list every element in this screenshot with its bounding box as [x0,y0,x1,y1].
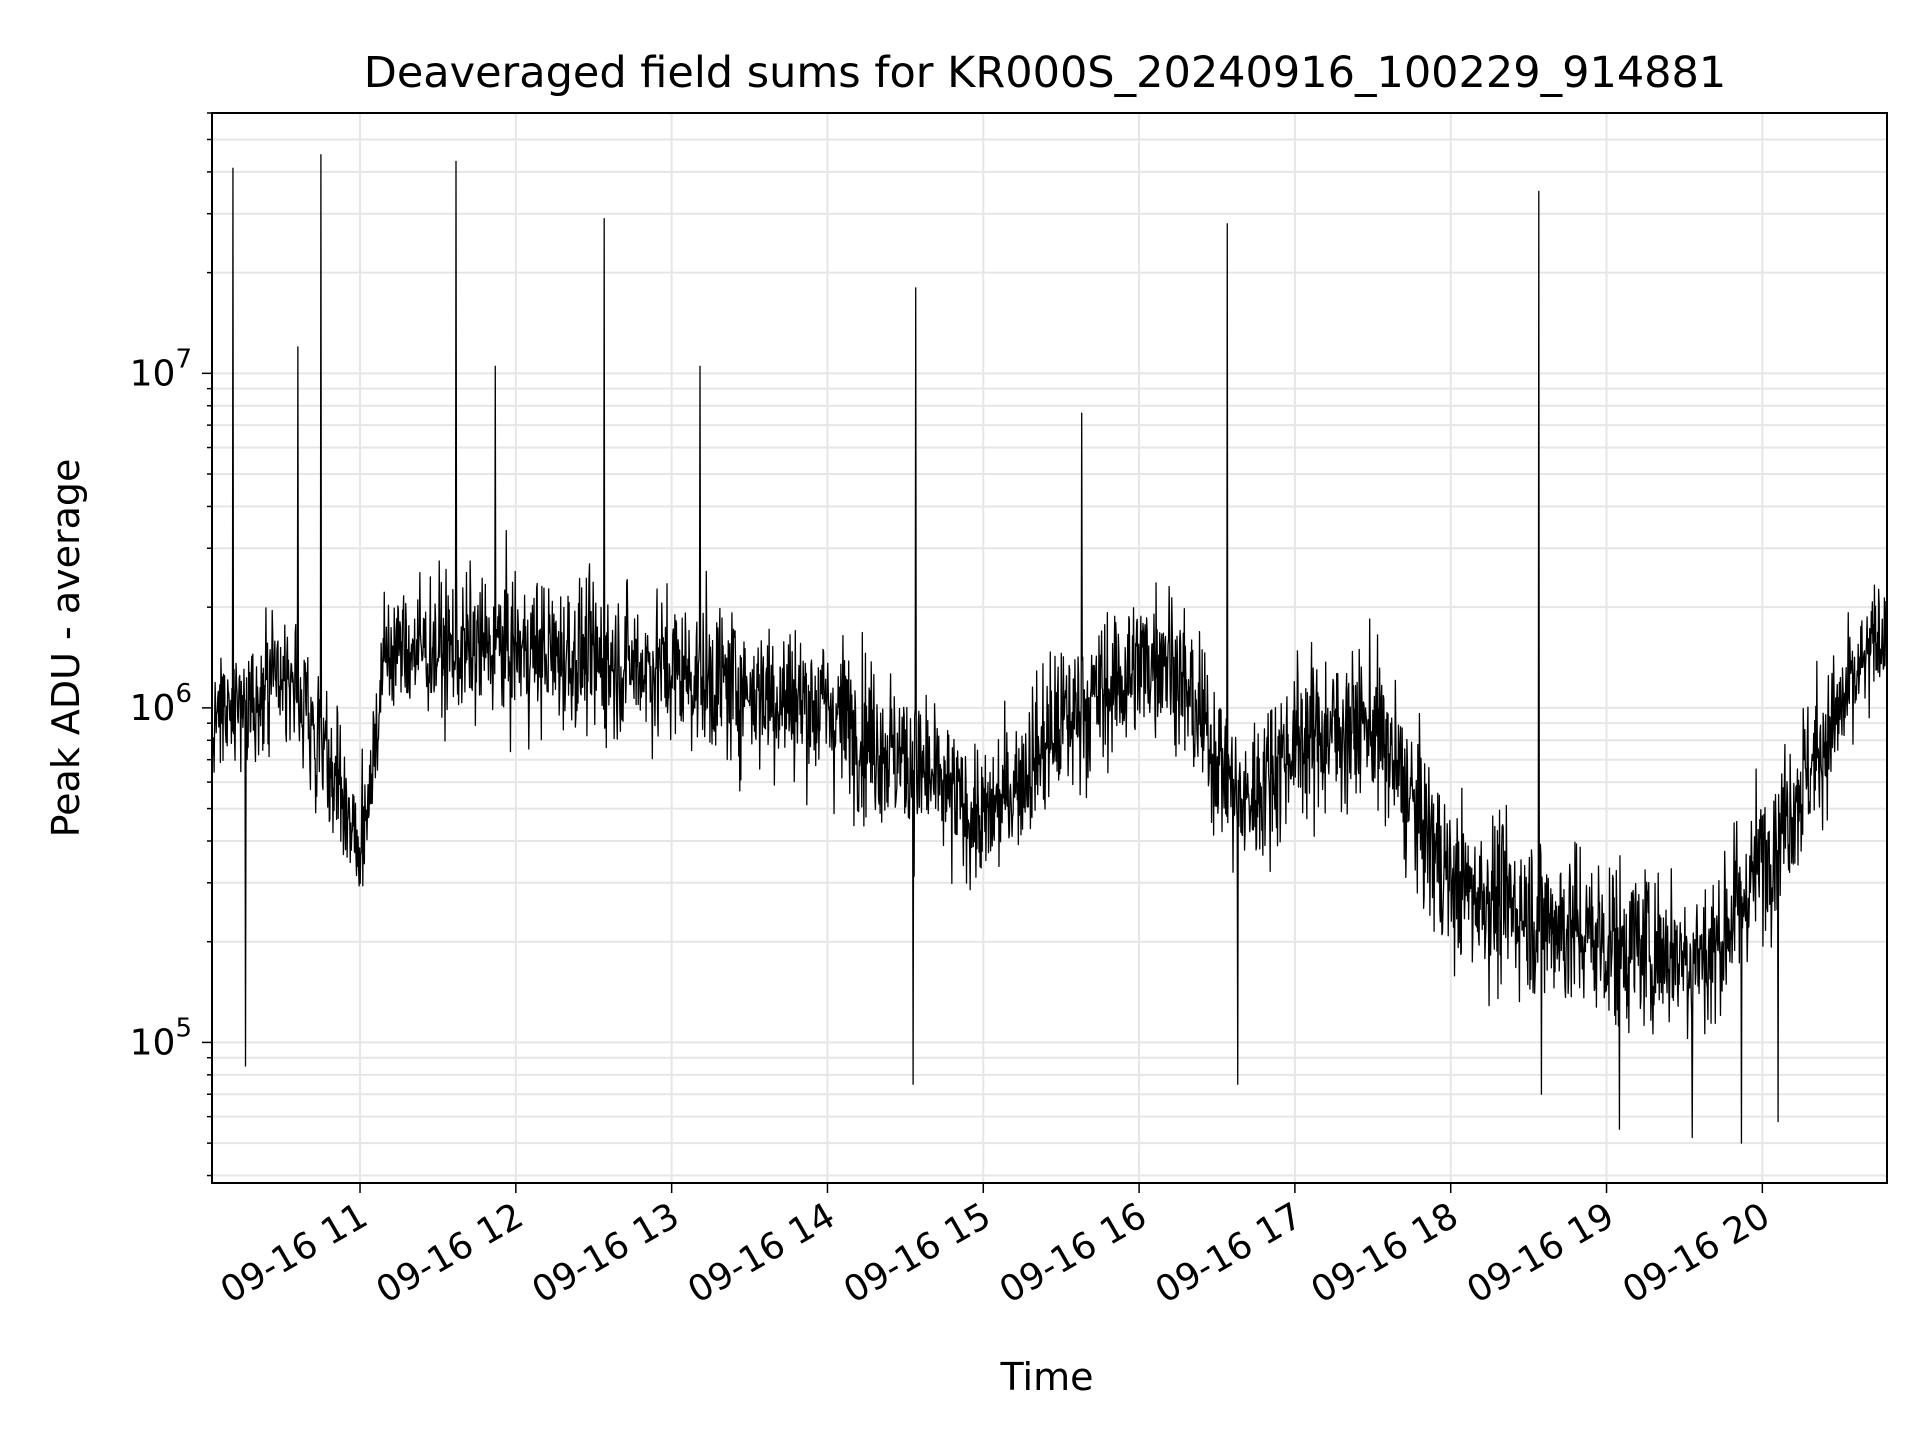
grid-lines [212,112,1887,1183]
y-axis-label: Peak ADU - average [44,459,88,838]
y-tick-label: 106 [130,679,192,729]
data-series [211,154,1888,1144]
series-line [211,154,1888,1144]
y-tick-label: 107 [130,344,192,394]
chart-title: Deaveraged field sums for KR000S_2024091… [364,48,1727,98]
y-tick-label: 105 [130,1013,192,1063]
x-axis-label: Time [1000,1355,1094,1399]
plot-frame [211,112,1888,1184]
